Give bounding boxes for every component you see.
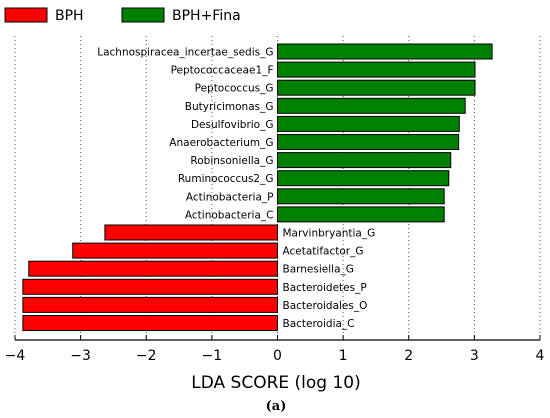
- bar-actinobacteria-c: [277, 206, 445, 223]
- x-tick-label: 1: [339, 348, 348, 364]
- bar-lachnospiracea-incertae-sedis-g: [277, 43, 493, 60]
- legend-label: BPH: [55, 8, 84, 24]
- grid-lines: [14, 36, 541, 340]
- x-tick-label: 4: [536, 348, 545, 364]
- bar-label: Marvinbryantia_G: [283, 228, 376, 240]
- bar-label: Peptococcaceae1_F: [171, 65, 274, 77]
- bar-acetatifactor-g: [72, 242, 278, 259]
- bar-barnesiella-g: [28, 260, 278, 277]
- bar-ruminococcus2-g: [277, 170, 450, 187]
- bar-bacteroidia-c: [22, 315, 278, 331]
- bar-peptococcaceae1-f: [277, 61, 476, 78]
- bar-label: Actinobacteria_C: [185, 209, 274, 221]
- x-tick-label: −1: [202, 348, 223, 364]
- bar-label: Lachnospiracea_incertae_sedis_G: [97, 47, 273, 59]
- x-tick-label: 3: [470, 348, 479, 364]
- x-tick-label: −4: [5, 348, 26, 364]
- bar-butyricimonas-g: [277, 97, 466, 114]
- x-tick-label: 0: [273, 348, 282, 364]
- bar-peptococcus-g: [277, 79, 476, 96]
- bar-label: Anaerobacterium_G: [169, 137, 273, 149]
- bar-label: Robinsoniella_G: [190, 155, 273, 167]
- x-tick-label: 2: [404, 348, 413, 364]
- bar-bacteroidales-o: [22, 296, 278, 313]
- figure-caption: (a): [266, 399, 287, 414]
- bar-label: Bacteroidales_O: [283, 300, 368, 312]
- legend-label: BPH+Fina: [172, 8, 241, 24]
- bar-labels: Lachnospiracea_incertae_sedis_G Peptococc…: [97, 47, 375, 331]
- bar-marvinbryantia-g: [104, 224, 278, 241]
- legend-swatch: [121, 7, 165, 23]
- bar-actinobacteria-p: [277, 188, 445, 205]
- bar-label: Ruminococcus2_G: [178, 173, 274, 185]
- bar-label: Barnesiella_G: [283, 264, 354, 276]
- bars: [22, 43, 493, 331]
- bar-label: Bacteroidetes_P: [283, 282, 367, 294]
- bar-robinsoniella-g: [277, 152, 452, 169]
- legend-swatch: [4, 7, 48, 23]
- legend: BPH BPH+Fina: [4, 7, 241, 24]
- bar-anaerobacterium-g: [277, 134, 460, 150]
- bar-label: Bacteroidia_C: [283, 318, 355, 330]
- x-tick-label: −3: [70, 348, 91, 364]
- bar-label: Peptococcus_G: [195, 83, 274, 95]
- bar-label: Butyricimonas_G: [185, 101, 274, 113]
- bar-label: Acetatifactor_G: [283, 246, 364, 258]
- bar-label: Actinobacteria_P: [186, 191, 274, 203]
- bar-bacteroidetes-p: [22, 278, 278, 295]
- x-tick-label: −2: [136, 348, 157, 364]
- x-axis: −4 −3 −2 −1 0 1 2 3 4: [5, 335, 545, 364]
- bar-desulfovibrio-g: [277, 115, 460, 132]
- bar-label: Desulfovibrio_G: [191, 119, 274, 131]
- x-axis-title: LDA SCORE (log 10): [191, 373, 361, 393]
